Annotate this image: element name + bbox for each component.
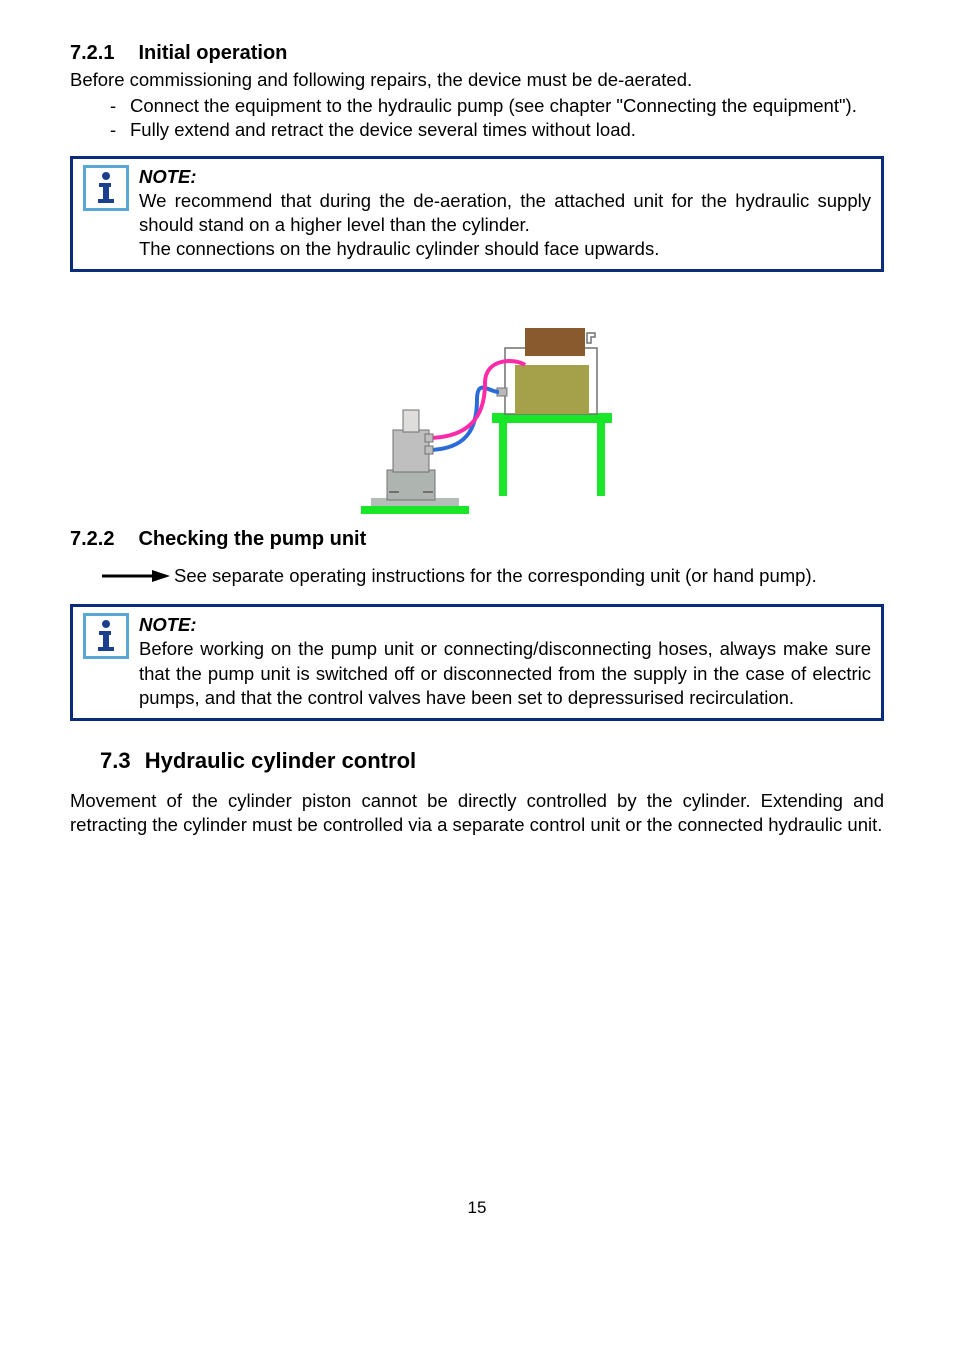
arrow-icon [100,569,170,583]
heading-722: 7.2.2 Checking the pump unit [70,526,884,552]
list-item-text: Fully extend and retract the device seve… [130,118,636,142]
para-73: Movement of the cylinder piston cannot b… [70,789,884,837]
list-item-text: Connect the equipment to the hydraulic p… [130,94,857,118]
list-item: - Fully extend and retract the device se… [110,118,884,142]
intro-721: Before commissioning and following repai… [70,68,884,92]
heading-721-number: 7.2.1 [70,40,114,66]
info-icon [83,165,129,211]
note-line: We recommend that during the de-aeration… [139,189,871,237]
note-line: The connections on the hydraulic cylinde… [139,237,871,261]
heading-73-number: 7.3 [100,747,131,776]
heading-73-title: Hydraulic cylinder control [145,748,416,773]
heading-722-number: 7.2.2 [70,526,114,552]
heading-721-title: Initial operation [138,42,287,64]
heading-721: 7.2.1 Initial operation [70,40,884,66]
note-title: NOTE: [139,165,871,189]
dash-bullet: - [110,118,130,142]
info-icon [83,613,129,659]
list-721: - Connect the equipment to the hydraulic… [110,94,884,142]
heading-722-title: Checking the pump unit [138,528,366,550]
note-box-2: NOTE: Before working on the pump unit or… [70,604,884,720]
arrow-text: See separate operating instructions for … [174,564,817,588]
note-text: Before working on the pump unit or conne… [139,637,871,709]
arrow-instruction: See separate operating instructions for … [100,564,884,588]
note-title: NOTE: [139,613,871,637]
page-number: 15 [70,1197,884,1219]
figure-hydraulic-setup [70,288,884,524]
heading-73: 7.3 Hydraulic cylinder control [100,747,884,776]
dash-bullet: - [110,94,130,118]
note-box-1: NOTE: We recommend that during the de-ae… [70,156,884,272]
list-item: - Connect the equipment to the hydraulic… [110,94,884,118]
